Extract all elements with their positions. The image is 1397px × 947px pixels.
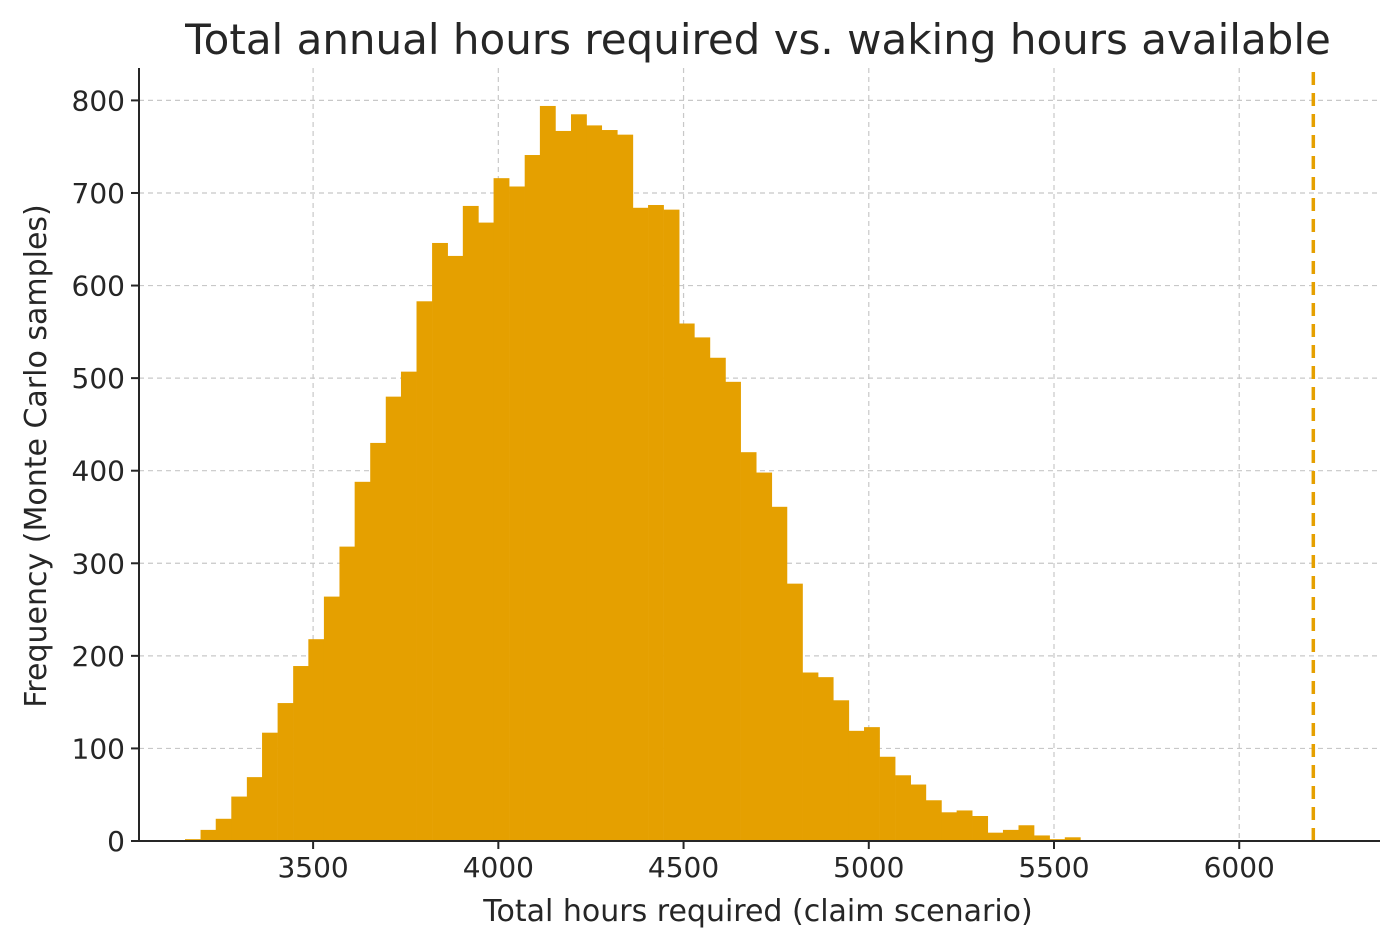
histogram-bar [1018,825,1035,841]
histogram-bar [586,125,603,841]
histogram-bar [786,583,803,841]
histogram-bar [432,242,448,842]
histogram-bar [509,186,525,842]
y-tick-label: 200 [72,640,125,673]
chart-title: Total annual hours required vs. waking h… [184,15,1331,64]
y-tick-label: 400 [72,455,125,488]
histogram-bar [293,666,310,841]
y-tick-label: 700 [72,177,125,210]
histogram-bar [632,207,649,841]
y-tick-label: 600 [72,270,125,303]
histogram-bar [1064,837,1081,841]
histogram-bar [601,130,618,841]
y-tick-label: 0 [107,825,125,858]
histogram-bar [524,155,541,841]
histogram-bars [184,105,1081,842]
histogram-bar [370,442,387,841]
histogram-bar [323,596,340,841]
histogram-bar [339,546,356,841]
histogram-bar [848,730,865,841]
histogram-bar [941,812,958,841]
histogram-bar [925,800,942,841]
histogram-bar [771,506,788,841]
x-tick-label: 3500 [277,851,348,884]
x-tick-label: 5500 [1018,851,1089,884]
histogram-bar [725,381,741,841]
histogram-bar [447,255,464,841]
histogram-bar [740,452,757,841]
y-tick-label: 100 [72,732,125,765]
histogram-bar [555,130,572,841]
histogram-bar [987,832,1004,841]
histogram-bar [262,732,278,841]
histogram-bar [215,818,232,841]
histogram-bar [817,677,834,841]
histogram-bar [910,784,927,841]
x-tick-label: 4500 [648,851,719,884]
histogram-bar [308,639,325,841]
histogram-bar [416,301,433,841]
y-tick-label: 300 [72,547,125,580]
histogram-bar [478,222,495,842]
x-tick-label: 5000 [833,851,904,884]
histogram-bar [879,756,896,841]
histogram-bar [400,371,417,841]
histogram-bar [648,205,664,842]
histogram-bar [570,114,587,842]
histogram-bar [895,775,911,841]
x-tick-label: 4000 [463,851,534,884]
histogram-bar [1034,835,1050,841]
histogram-bar [663,209,680,841]
histogram-bar [1002,829,1019,841]
histogram-bar [864,727,880,841]
histogram-bar [277,703,294,841]
histogram-bar [493,178,510,842]
y-axis-label: Frequency (Monte Carlo samples) [19,204,54,708]
histogram-bar [200,829,217,841]
y-axis-ticks: 0 100 200 300 400 500 600 700 800 [72,84,139,858]
x-tick-label: 6000 [1204,851,1275,884]
histogram-bar [246,777,263,841]
histogram-bar [231,796,248,841]
y-tick-label: 800 [72,84,125,117]
histogram-bar [756,472,773,841]
histogram-bar [617,134,634,842]
histogram-bar [833,700,850,841]
histogram-bar [802,672,819,841]
x-axis-label: Total hours required (claim scenario) [482,894,1032,929]
histogram-bar [354,481,371,841]
histogram-bar [709,357,726,841]
histogram-bar [539,105,556,841]
histogram-bar [385,396,402,841]
histogram-bar [462,205,479,841]
y-tick-label: 500 [72,362,125,395]
histogram-bar [972,816,989,841]
x-axis-ticks: 3500 4000 4500 5000 5500 6000 [277,841,1275,884]
histogram-bar [678,323,695,841]
histogram-bar [694,337,711,841]
histogram-bar [956,810,973,841]
